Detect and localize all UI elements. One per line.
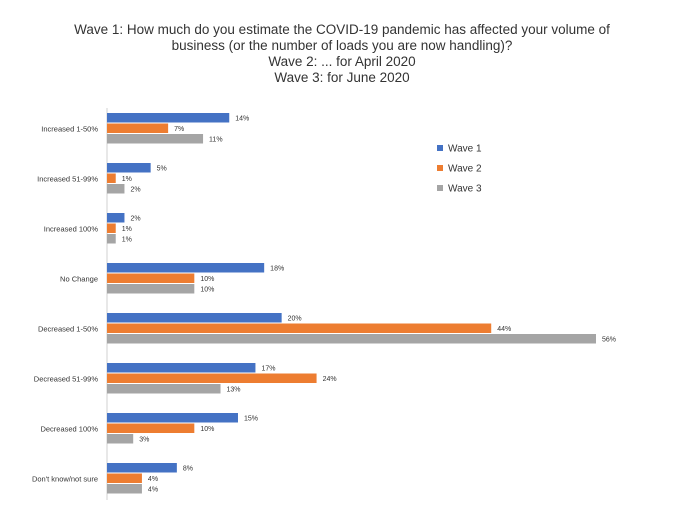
data-label-wave1-decreased-1-50: 20%: [288, 316, 302, 323]
data-label-wave3-decreased-51-99: 13%: [227, 387, 241, 394]
category-label-no-change: No Change: [60, 274, 98, 283]
category-label-increased-51-99: Increased 51-99%: [37, 174, 98, 183]
category-label-don-t-know-not-sure: Don't know/not sure: [32, 474, 98, 483]
bar-wave3-increased-100: [107, 234, 116, 244]
data-label-wave3-no-change: 10%: [200, 287, 214, 294]
chart-title-line-3: Wave 2: ... for April 2020: [268, 54, 416, 69]
category-label-increased-100: Increased 100%: [44, 224, 99, 233]
data-label-wave1-decreased-51-99: 17%: [261, 366, 275, 373]
bar-wave2-decreased-100: [107, 423, 195, 433]
data-label-wave2-increased-51-99: 1%: [122, 176, 132, 183]
bar-wave1-increased-51-99: [107, 163, 151, 173]
bar-wave2-don-t-know-not-sure: [107, 473, 142, 483]
data-label-wave3-don-t-know-not-sure: 4%: [148, 487, 158, 494]
bar-wave2-increased-1-50: [107, 123, 169, 133]
legend-swatch-wave2: [437, 165, 443, 171]
data-label-wave1-increased-51-99: 5%: [157, 166, 167, 173]
bar-wave2-increased-100: [107, 223, 116, 233]
legend-label-wave1: Wave 1: [448, 144, 482, 155]
bar-wave3-increased-1-50: [107, 134, 204, 144]
data-label-wave3-increased-100: 1%: [122, 237, 132, 244]
bar-wave1-no-change: [107, 263, 265, 273]
data-label-wave2-decreased-100: 10%: [200, 426, 214, 433]
legend-swatch-wave3: [437, 185, 443, 191]
bar-wave1-increased-1-50: [107, 113, 230, 123]
category-label-decreased-100: Decreased 100%: [40, 424, 98, 433]
bar-wave3-decreased-1-50: [107, 334, 596, 344]
chart-title-line-1: Wave 1: How much do you estimate the COV…: [74, 22, 610, 37]
bar-wave1-decreased-51-99: [107, 363, 256, 373]
bar-wave3-increased-51-99: [107, 184, 125, 194]
category-label-increased-1-50: Increased 1-50%: [41, 124, 98, 133]
bar-wave1-don-t-know-not-sure: [107, 463, 177, 473]
data-label-wave2-don-t-know-not-sure: 4%: [148, 476, 158, 483]
data-label-wave2-decreased-1-50: 44%: [497, 326, 511, 333]
category-label-decreased-1-50: Decreased 1-50%: [38, 324, 98, 333]
data-label-wave1-no-change: 18%: [270, 266, 284, 273]
data-label-wave2-increased-100: 1%: [122, 226, 132, 233]
data-label-wave2-increased-1-50: 7%: [174, 126, 184, 133]
legend-swatch-wave1: [437, 145, 443, 151]
bar-wave2-increased-51-99: [107, 173, 116, 183]
bar-wave3-decreased-51-99: [107, 384, 221, 394]
bar-wave3-decreased-100: [107, 434, 134, 444]
chart-title-line-2: business (or the number of loads you are…: [171, 38, 513, 53]
bar-wave2-no-change: [107, 273, 195, 283]
data-label-wave3-decreased-1-50: 56%: [602, 337, 616, 344]
legend-label-wave3: Wave 3: [448, 184, 482, 195]
bar-wave3-don-t-know-not-sure: [107, 484, 142, 494]
data-label-wave1-don-t-know-not-sure: 8%: [183, 466, 193, 473]
bar-wave2-decreased-51-99: [107, 373, 317, 383]
legend-label-wave2: Wave 2: [448, 164, 482, 175]
data-label-wave3-increased-1-50: 11%: [209, 137, 223, 144]
bar-wave2-decreased-1-50: [107, 323, 492, 333]
data-label-wave1-increased-1-50: 14%: [235, 116, 249, 123]
data-label-wave1-decreased-100: 15%: [244, 416, 258, 423]
bar-wave3-no-change: [107, 284, 195, 294]
bar-wave1-increased-100: [107, 213, 125, 223]
chart-title-line-4: Wave 3: for June 2020: [274, 70, 410, 85]
category-label-decreased-51-99: Decreased 51-99%: [34, 374, 99, 383]
data-label-wave1-increased-100: 2%: [130, 216, 140, 223]
data-label-wave2-decreased-51-99: 24%: [323, 376, 337, 383]
data-label-wave3-decreased-100: 3%: [139, 437, 149, 444]
data-label-wave2-no-change: 10%: [200, 276, 214, 283]
data-label-wave3-increased-51-99: 2%: [130, 187, 140, 194]
bar-wave1-decreased-1-50: [107, 313, 282, 323]
bar-wave1-decreased-100: [107, 413, 238, 423]
